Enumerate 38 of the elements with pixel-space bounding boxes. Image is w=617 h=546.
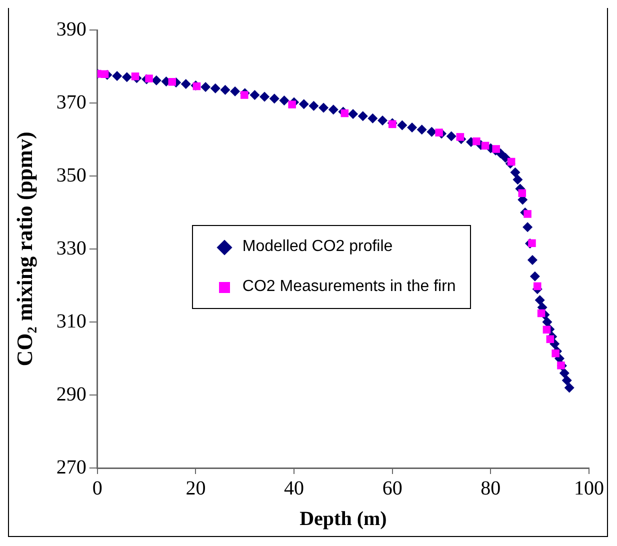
legend-label: Modelled CO2 profile bbox=[242, 238, 393, 256]
x-tick-label: 60 bbox=[382, 477, 402, 500]
point bbox=[435, 128, 443, 136]
point bbox=[168, 78, 176, 86]
point bbox=[552, 350, 560, 358]
y-tick-label: 390 bbox=[56, 18, 86, 40]
point bbox=[456, 133, 464, 141]
legend-label: CO2 Measurements in the firn bbox=[242, 278, 456, 296]
point bbox=[131, 72, 140, 80]
y-tick-label: 310 bbox=[56, 310, 86, 332]
point bbox=[533, 282, 542, 290]
y-tick-label: 350 bbox=[56, 164, 86, 186]
point bbox=[537, 309, 546, 318]
point bbox=[100, 70, 109, 78]
point bbox=[507, 158, 516, 166]
y-tick-label: 270 bbox=[56, 456, 86, 478]
x-axis-title: Depth (m) bbox=[300, 508, 387, 530]
point bbox=[528, 239, 536, 248]
point bbox=[288, 100, 296, 108]
y-axis-title: CO₂ mixing ratio (ppmv) bbox=[12, 132, 37, 366]
y-tick-label: 370 bbox=[56, 91, 86, 114]
point bbox=[340, 109, 349, 118]
point bbox=[145, 74, 153, 82]
y-tick-label: 290 bbox=[56, 383, 86, 406]
point bbox=[492, 145, 500, 153]
point bbox=[240, 91, 248, 99]
point bbox=[546, 335, 554, 344]
point bbox=[481, 142, 490, 150]
point bbox=[542, 326, 551, 334]
x-tick-label: 20 bbox=[186, 477, 206, 500]
point bbox=[524, 210, 532, 218]
y-tick-label: 330 bbox=[56, 237, 86, 260]
x-tick-label: 100 bbox=[574, 477, 604, 500]
point bbox=[518, 189, 526, 198]
x-tick-label: 80 bbox=[480, 477, 501, 500]
point bbox=[472, 137, 480, 146]
x-tick-label: 0 bbox=[92, 477, 102, 500]
x-tick-label: 40 bbox=[284, 477, 304, 500]
